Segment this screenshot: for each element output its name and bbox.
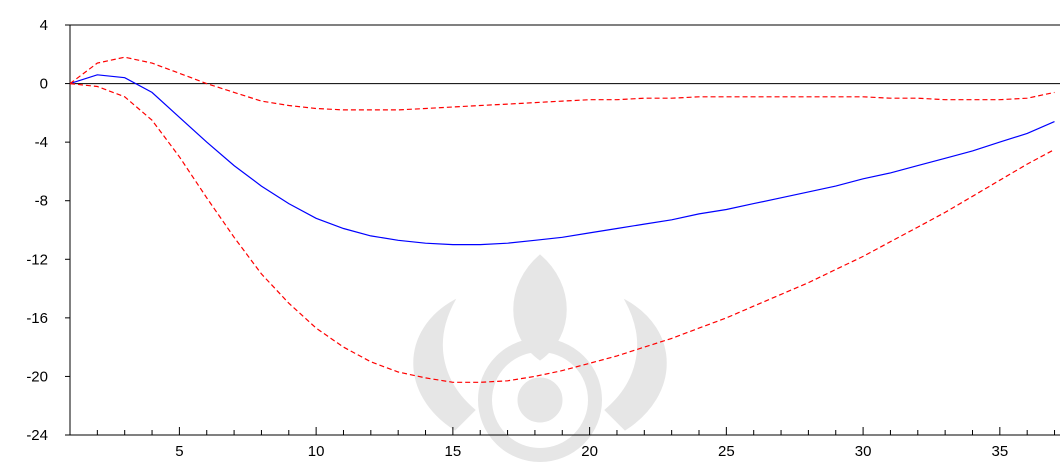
x-tick-label: 15 <box>445 443 462 460</box>
x-tick-label: 20 <box>581 443 598 460</box>
watermark-flame-right <box>604 298 667 431</box>
plot-frame <box>69 24 1060 436</box>
watermark-flame-top <box>513 254 567 361</box>
y-tick-label: -8 <box>35 193 48 210</box>
y-tick-label: -20 <box>26 368 48 385</box>
y-tick-label: 4 <box>40 17 48 34</box>
watermark-center <box>517 377 563 423</box>
x-tick-label: 10 <box>308 443 325 460</box>
series-line-3 <box>69 83 1055 383</box>
watermark-ring <box>478 338 602 462</box>
y-axis: 4 0 -4 -8 -12 -16 -20 -24 <box>26 17 70 444</box>
x-tick-label: 35 <box>991 443 1008 460</box>
x-tick-label: 30 <box>855 443 872 460</box>
y-tick-label: -24 <box>26 427 48 444</box>
series-layer <box>69 56 1055 383</box>
watermark-logo <box>413 254 667 462</box>
y-tick-label: -16 <box>26 310 48 327</box>
series-line-1 <box>69 74 1055 246</box>
series-line-2 <box>69 56 1055 111</box>
x-tick-label: 25 <box>718 443 735 460</box>
x-tick-label: 5 <box>175 443 183 460</box>
watermark-flame-left <box>413 298 476 431</box>
y-tick-label: -4 <box>35 134 48 151</box>
y-tick-label: -12 <box>26 251 48 268</box>
x-axis: 5 10 15 20 25 30 35 <box>69 427 1056 460</box>
y-tick-label: 0 <box>40 76 48 93</box>
